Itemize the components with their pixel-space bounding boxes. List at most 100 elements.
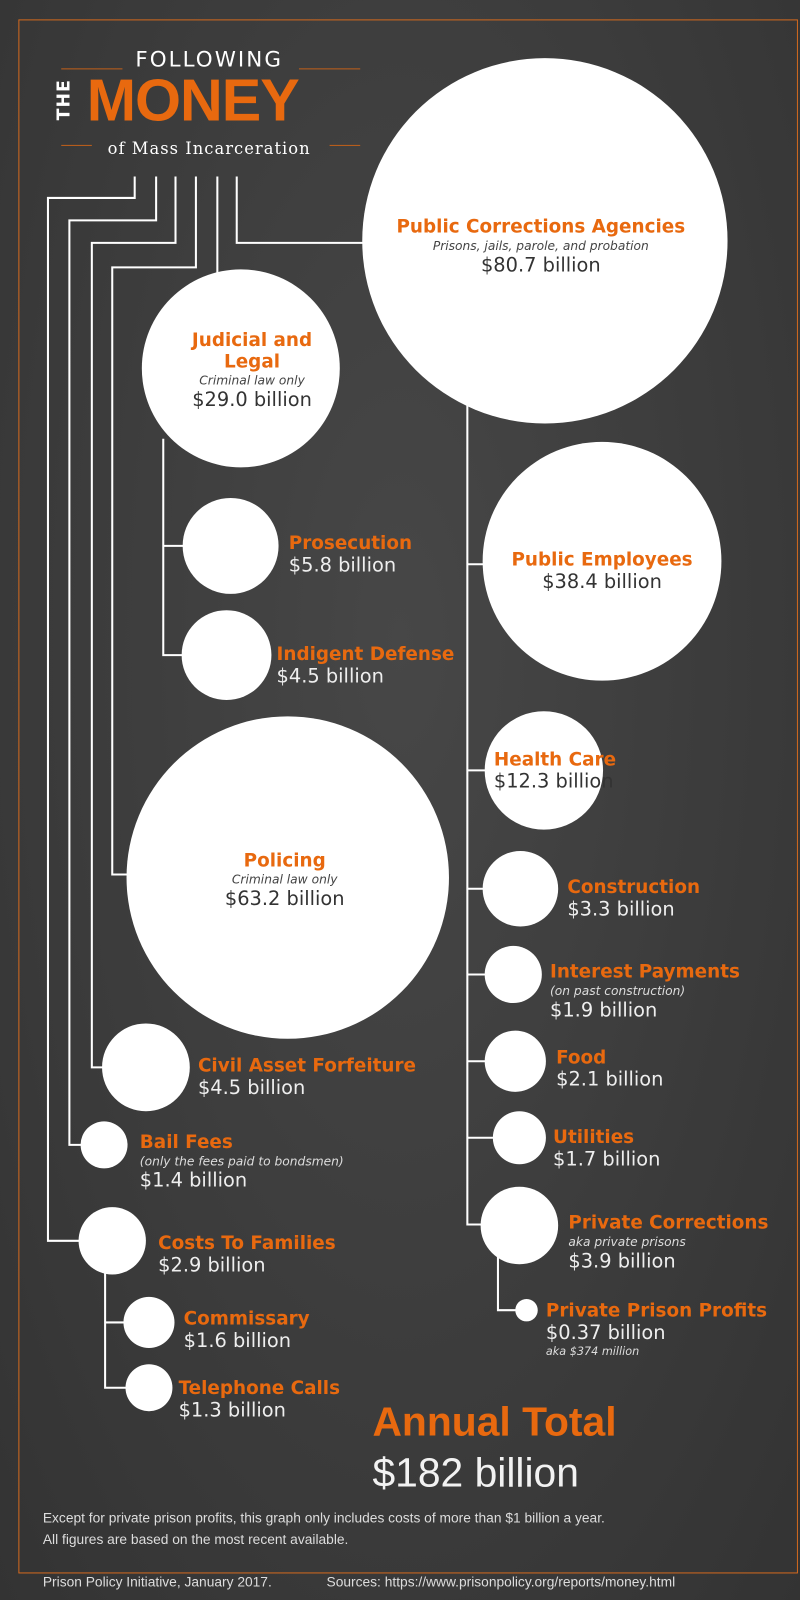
node-title: Bail Fees	[139, 1131, 233, 1154]
node-value: $1.6 billion	[183, 1329, 292, 1353]
bubble-policing	[126, 716, 449, 1039]
bubble-public-corrections	[362, 58, 728, 424]
node-title: Costs To Families	[158, 1232, 336, 1255]
node-title: Construction	[567, 876, 701, 898]
label-interest: Interest Payments (on past construction)…	[550, 963, 740, 1020]
divider	[298, 68, 361, 70]
connector-bail	[68, 176, 158, 1146]
label-construction: Construction $3.3 billion	[567, 876, 701, 920]
bubble-costs-families	[78, 1207, 146, 1275]
connector-costs	[46, 176, 136, 1242]
connector-corrections-branch	[466, 403, 484, 1226]
annual-total-label: Annual Total	[372, 1399, 617, 1445]
label-policing: Policing Criminal law only $63.2 billion	[225, 852, 345, 909]
label-judicial: Judicial and Legal Criminal law only $29…	[191, 329, 313, 412]
node-title: Policing	[243, 849, 326, 872]
title-subtitle: of Mass Incarceration	[107, 138, 311, 159]
node-subtitle: Criminal law only	[199, 373, 305, 388]
node-title: Legal	[224, 351, 281, 373]
bubble-health-care	[484, 711, 604, 830]
frame-border	[18, 19, 798, 1574]
bubble-bail-fees	[80, 1121, 128, 1169]
label-private-corrections: Private Corrections aka private prisons …	[568, 1214, 768, 1271]
footnote: All figures are based on the most recent…	[42, 1531, 349, 1547]
node-subtitle: Prisons, jails, parole, and probation	[432, 238, 649, 254]
connector-policing	[111, 176, 197, 876]
node-value: $5.8 billion	[288, 554, 397, 577]
connector-civil	[90, 176, 177, 1069]
footer-credit: Prison Policy Initiative, January 2017.	[42, 1574, 272, 1590]
node-subtitle: aka private prisons	[568, 1234, 686, 1249]
bubble-prosecution	[182, 497, 279, 594]
node-title: Utilities	[553, 1126, 635, 1148]
divider	[329, 144, 361, 146]
title-money: MONEY	[86, 67, 300, 134]
node-value: $1.7 billion	[553, 1147, 661, 1171]
node-value: $4.5 billion	[276, 665, 384, 688]
connector-families-branch	[104, 1270, 129, 1389]
label-public-employees: Public Employees $38.4 billion	[511, 551, 692, 592]
node-value: $12.3 billion	[493, 770, 614, 793]
node-subtitle: (only the fees paid to bondsmen)	[139, 1154, 344, 1169]
annual-total-value: $182 billion	[372, 1451, 579, 1496]
node-value: $80.7 billion	[480, 254, 601, 277]
node-value: $4.5 billion	[197, 1076, 306, 1099]
label-bail-fees: Bail Fees (only the fees paid to bondsme…	[139, 1131, 344, 1192]
bubble-public-employees	[482, 441, 722, 681]
node-title: Private Prison Profits	[545, 1299, 768, 1322]
bubble-interest	[484, 945, 542, 1004]
node-value: $2.9 billion	[158, 1254, 266, 1277]
node-value: $0.37 billion	[545, 1321, 666, 1344]
bubble-food	[484, 1030, 546, 1092]
node-title: Public Employees	[511, 548, 693, 571]
node-subtitle: aka $374 million	[545, 1344, 640, 1359]
node-title: Indigent Defense	[276, 643, 455, 666]
title-following: FOLLOWING	[135, 46, 284, 72]
node-title: Commissary	[183, 1308, 310, 1330]
label-health-care: Health Care $12.3 billion	[494, 751, 616, 792]
node-title: Food	[556, 1046, 607, 1069]
label-civil-asset: Civil Asset Forfeiture $4.5 billion	[198, 1057, 416, 1098]
divider	[61, 144, 92, 146]
label-commissary: Commissary $1.6 billion	[184, 1310, 310, 1351]
label-telephone: Telephone Calls $1.3 billion	[178, 1377, 341, 1422]
footer-sources: Sources: https://www.prisonpolicy.org/re…	[326, 1574, 676, 1590]
node-value: $1.3 billion	[178, 1398, 286, 1422]
node-title: Telephone Calls	[178, 1377, 341, 1399]
node-value: $3.9 billion	[568, 1249, 676, 1273]
node-value: $29.0 billion	[192, 388, 312, 412]
node-subtitle: Criminal law only	[231, 872, 338, 887]
node-title: Interest Payments	[549, 961, 740, 983]
bubble-private-corrections	[480, 1186, 559, 1265]
node-title: Judicial and	[191, 329, 313, 352]
bubble-utilities	[492, 1111, 546, 1165]
label-public-corrections: Public Corrections Agencies Prisons, jai…	[396, 218, 685, 275]
node-value: $1.4 billion	[139, 1169, 248, 1192]
bubble-commissary	[123, 1296, 175, 1348]
divider	[61, 68, 123, 70]
bubble-indigent-defense	[181, 610, 272, 700]
connector-profits	[496, 1255, 518, 1312]
footnote: Except for private prison profits, this …	[42, 1510, 605, 1526]
node-value: $1.9 billion	[549, 998, 658, 1022]
label-private-profits: Private Prison Profits $0.37 billion aka…	[546, 1302, 767, 1361]
connector-judicial-branch	[162, 438, 184, 657]
label-costs-families: Costs To Families $2.9 billion	[158, 1232, 336, 1277]
bubble-private-profits	[515, 1298, 538, 1322]
label-food: Food $2.1 billion	[556, 1046, 664, 1091]
node-subtitle: (on past construction)	[549, 983, 686, 998]
label-indigent-defense: Indigent Defense $4.5 billion	[276, 643, 455, 688]
node-title: Health Care	[493, 748, 617, 771]
bubble-judicial	[141, 269, 340, 468]
connector-corrections	[235, 176, 366, 244]
bubble-telephone	[125, 1364, 173, 1412]
node-title: Public Corrections Agencies	[396, 216, 686, 238]
node-value: $38.4 billion	[542, 570, 662, 593]
label-prosecution: Prosecution $5.8 billion	[288, 534, 412, 577]
label-utilities: Utilities $1.7 billion	[553, 1126, 661, 1171]
title-logo: FOLLOWING THE MONEY of Mass Incarceratio…	[54, 41, 362, 163]
bubble-civil-asset	[102, 1023, 190, 1112]
node-value: $2.1 billion	[556, 1068, 664, 1091]
